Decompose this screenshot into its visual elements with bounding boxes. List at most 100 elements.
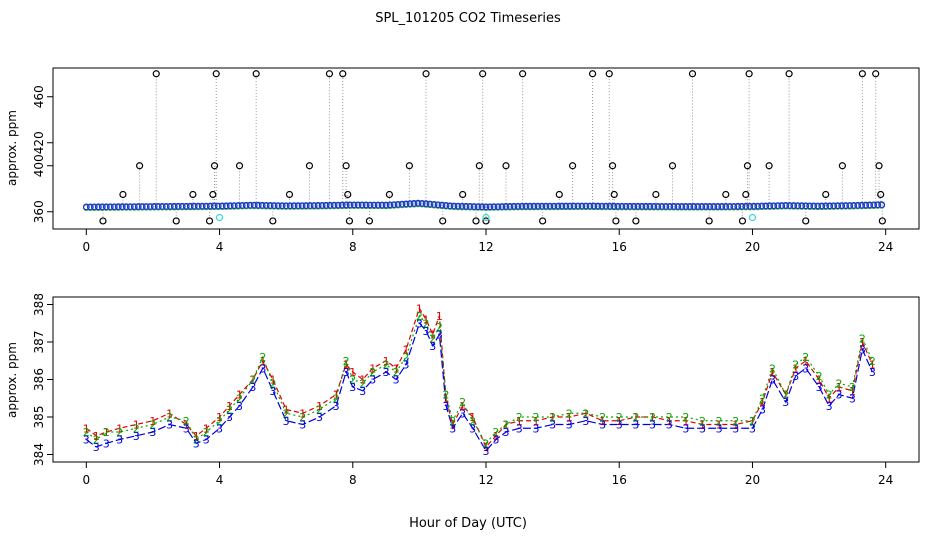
baseline-point [362,201,370,209]
baseline-point [558,202,566,210]
series-2-marker: 2 [459,396,466,409]
series-3-marker: 3 [166,419,173,432]
baseline-point [470,203,478,210]
baseline-point [290,202,298,210]
outlier-point [210,162,219,170]
baseline-point [618,202,626,210]
series-3-marker: 3 [849,392,856,405]
series-3-marker: 3 [236,400,243,413]
baseline-point [214,202,222,210]
series-3-marker: 3 [532,422,539,435]
series-2-marker: 2 [516,411,523,424]
outlier-point [385,190,394,199]
baseline-point [238,201,246,209]
series-1-marker: 1 [403,344,410,357]
series-3-marker: 3 [269,385,276,398]
bottom-panel-x-axis: 0 4 8 12 16 20 24 [82,462,893,487]
series-1-line [85,306,873,449]
outlier-point [872,70,880,78]
baseline-point [814,202,822,210]
top-x-tick-label: 0 [82,240,90,254]
baseline-point [122,203,130,211]
baseline-point [266,202,274,209]
outlier-point [668,162,677,170]
baseline-point [674,203,682,210]
series-2-marker: 2 [369,366,376,379]
series-2-marker: 2 [333,392,340,405]
baseline-point [226,202,234,210]
series-3-marker: 3 [732,422,739,435]
baseline-point [370,201,378,209]
series-1-marker: 1 [283,404,290,417]
series-1-marker: 1 [749,415,756,428]
outlier-point [877,190,885,199]
series-3-marker: 3 [149,426,156,439]
baseline-point [250,201,258,209]
series-3-marker: 3 [359,385,366,398]
baseline-point [98,203,106,211]
series-1-marker: 1 [782,389,789,402]
baseline-point [582,202,590,210]
series-1-marker: 1 [469,411,476,424]
series-3-marker: 3 [836,389,843,402]
series-3-marker: 3 [333,400,340,413]
series-2-marker: 2 [666,411,673,424]
outlier-point [252,70,260,78]
baseline-point [690,203,698,210]
baseline-point [838,202,846,210]
baseline-point [358,201,366,209]
baseline-point [466,203,474,210]
series-1-marker: 1 [236,389,243,402]
baseline-point [158,202,166,210]
series-3-line [85,322,873,452]
series-1-marker: 1 [759,396,766,409]
series-2-line [85,314,873,445]
outlier-point [305,162,314,170]
series-2-marker: 2 [632,411,639,424]
series-3-marker: 3 [666,419,673,432]
baseline-point [842,202,850,209]
outlier-point [475,162,483,170]
baseline-point [734,202,742,210]
series-3-marker: 3 [93,441,100,454]
baseline-point [810,202,818,210]
baseline-point [306,202,314,209]
bottom-x-tick-label: 8 [349,473,357,487]
series-2-marker: 2 [792,359,799,372]
bottom-y-tick-label: 387 [32,331,46,354]
outlier-point [858,70,866,78]
baseline-point [822,202,830,210]
baseline-point [830,202,838,210]
series-3-marker: 3 [599,419,606,432]
series-1-marker: 1 [93,430,100,443]
outlier-point [365,217,374,225]
series-1-marker: 1 [682,415,689,428]
baseline-point [666,203,674,210]
outlier-point [205,217,214,225]
baseline-point [650,202,658,210]
baseline-point [318,201,326,209]
outlier-point [785,70,793,78]
series-2-marker: 2 [133,422,140,435]
top-x-tick-label: 16 [612,240,627,254]
baseline-point [182,202,190,210]
series-3-marker: 3 [632,419,639,432]
bottom-panel-y-axis: 384 385 386 387 388 [32,293,53,466]
series-2-marker: 2 [816,370,823,383]
series-1-marker: 1 [443,392,450,405]
series-2-marker: 2 [782,389,789,402]
series-2-marker: 2 [116,426,123,439]
bottom-y-tick-label: 388 [32,293,46,316]
series-3-marker: 3 [826,400,833,413]
baseline-point [534,202,542,210]
series-1-marker: 1 [416,302,423,315]
outlier-point [472,217,480,225]
series-2-marker: 2 [492,426,499,439]
outlier-point [838,162,846,170]
bottom-x-tick-label: 20 [745,473,760,487]
top-panel-x-axis: 0 4 8 12 16 20 24 [82,229,893,254]
series-3-marker: 3 [859,344,866,357]
series-1-marker: 1 [532,415,539,428]
baseline-point [154,203,162,210]
